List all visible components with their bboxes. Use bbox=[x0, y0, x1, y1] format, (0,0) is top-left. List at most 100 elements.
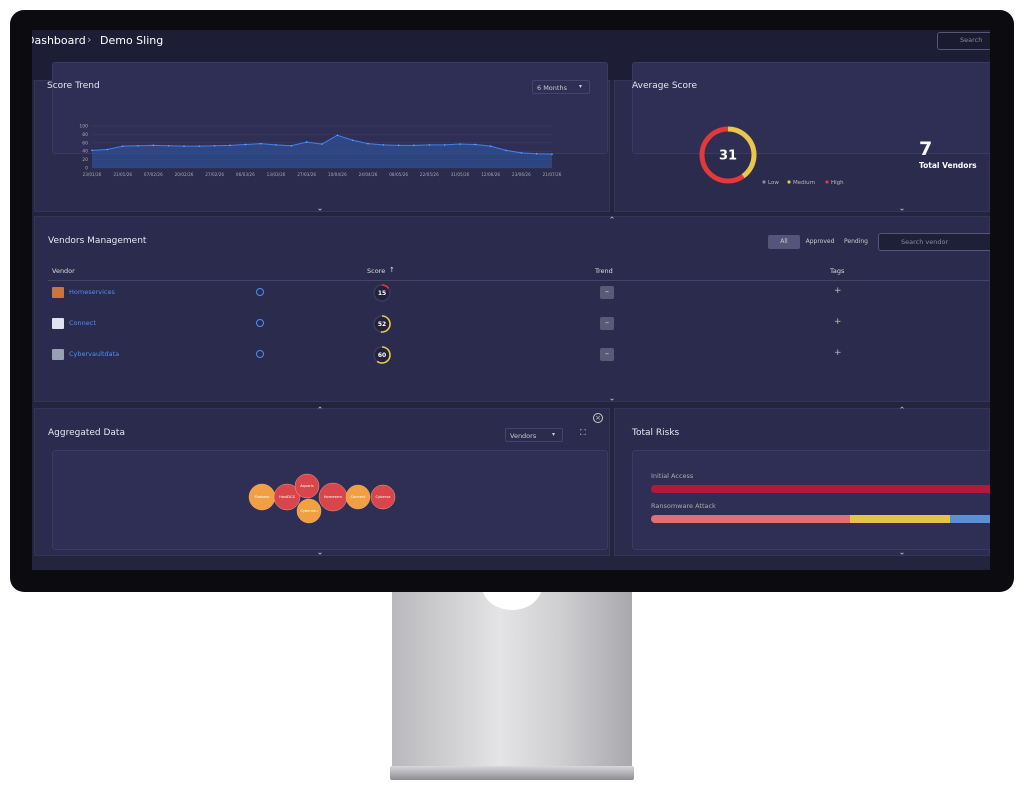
bubble-label: Cybervau bbox=[300, 509, 317, 513]
expand-icon[interactable]: ⛶ bbox=[580, 428, 586, 437]
panel bbox=[34, 216, 990, 402]
y-tick-label: 20 bbox=[82, 157, 88, 163]
search-placeholder: Search vendor bbox=[901, 238, 949, 246]
x-tick-label: 06/03/26 bbox=[236, 172, 255, 177]
trend-button[interactable]: – bbox=[600, 317, 614, 330]
trend-point bbox=[382, 144, 385, 146]
legend-swatch bbox=[762, 180, 766, 184]
header-divider bbox=[48, 280, 990, 281]
y-tick-label: 40 bbox=[82, 149, 88, 155]
donut-medium bbox=[699, 126, 757, 184]
column-header[interactable]: Score bbox=[367, 267, 386, 275]
search-box[interactable]: Search bbox=[937, 32, 990, 50]
trend-point bbox=[275, 144, 277, 146]
trend-point bbox=[428, 144, 431, 146]
info-icon[interactable] bbox=[256, 288, 264, 296]
breadcrumb-item[interactable]: Dashboard bbox=[32, 34, 86, 47]
legend-label: Medium bbox=[793, 180, 815, 186]
bubble-label: Shakeso bbox=[255, 495, 270, 499]
dropdown-caret: ▾ bbox=[579, 83, 583, 90]
legend-label: High bbox=[831, 180, 844, 186]
chevron: ⌃ bbox=[609, 216, 616, 225]
vendor-name[interactable]: Cybervaultdata bbox=[69, 350, 120, 358]
score-value: 60 bbox=[378, 352, 386, 359]
info-icon[interactable] bbox=[256, 350, 264, 358]
x-tick-label: 27/02/26 bbox=[205, 172, 224, 177]
trend-point bbox=[397, 144, 400, 147]
add-tag[interactable]: + bbox=[834, 317, 842, 327]
trend-point bbox=[520, 152, 523, 154]
chevron: ⌃ bbox=[317, 406, 324, 415]
risk-label: Initial Access bbox=[651, 472, 694, 480]
stand-base bbox=[390, 766, 634, 780]
period-value: 6 Months bbox=[537, 84, 567, 92]
trend-point bbox=[121, 145, 124, 147]
trend-point bbox=[305, 141, 308, 143]
x-tick-label: 27/03/26 bbox=[297, 172, 316, 177]
panel-title: Average Score bbox=[632, 81, 698, 91]
card bbox=[632, 450, 990, 550]
y-tick-label: 0 bbox=[85, 166, 88, 172]
filter-button[interactable]: Pending bbox=[844, 238, 868, 245]
bubble-label: Cyberva bbox=[376, 495, 391, 499]
close-icon[interactable]: × bbox=[593, 413, 603, 423]
bubble bbox=[273, 483, 301, 511]
panel-title: Vendors Management bbox=[48, 236, 147, 246]
chevron: ⌃ bbox=[899, 406, 906, 415]
trend-button[interactable]: – bbox=[600, 286, 614, 299]
risk-bar bbox=[850, 515, 950, 523]
vendor-logo bbox=[52, 349, 64, 360]
graphics: 0 20 40 60 80 100 23/01/26 31/01/26 07/02/26 20/0… bbox=[79, 124, 906, 557]
trend-point bbox=[535, 152, 538, 155]
x-tick-label: 31/05/26 bbox=[451, 172, 470, 177]
vendor-logo bbox=[52, 287, 64, 298]
info-icon[interactable] bbox=[256, 319, 264, 327]
period-dropdown[interactable]: 6 Months ▾ bbox=[532, 80, 590, 94]
x-tick-label: 08/05/26 bbox=[389, 172, 408, 177]
y-tick-label: 100 bbox=[79, 124, 88, 130]
column-header: Vendor bbox=[52, 267, 75, 275]
screen: Dashboard› Demo Sling Search Score Trend 6 M… bbox=[32, 30, 990, 570]
add-tag[interactable]: + bbox=[834, 286, 842, 296]
total-vendors-label: Total Vendors bbox=[919, 161, 977, 170]
bubble bbox=[370, 484, 396, 510]
trend-point bbox=[91, 149, 93, 152]
filter-button[interactable]: All bbox=[768, 235, 800, 249]
trend-point bbox=[183, 145, 185, 147]
x-tick-label: 24/04/26 bbox=[359, 172, 378, 177]
trend-point bbox=[259, 142, 262, 145]
bubble bbox=[345, 484, 371, 510]
add-tag[interactable]: + bbox=[834, 348, 842, 358]
vendor-name[interactable]: Connect bbox=[69, 319, 96, 327]
chevron: ⌄ bbox=[899, 204, 906, 213]
group-dropdown[interactable]: Vendors ▾ bbox=[505, 428, 563, 442]
trend-point bbox=[290, 144, 293, 147]
legend-swatch bbox=[825, 180, 829, 184]
vendor-search[interactable]: Search vendor bbox=[878, 233, 990, 251]
x-tick-label: 12/06/26 bbox=[481, 172, 500, 177]
trend-point bbox=[336, 134, 339, 137]
x-tick-label: 21/07/26 bbox=[543, 172, 562, 177]
column-header: Tags bbox=[830, 267, 845, 275]
x-tick-label: 13/03/26 bbox=[267, 172, 286, 177]
chevron: ⌄ bbox=[609, 394, 616, 403]
trend-button[interactable]: – bbox=[600, 348, 614, 361]
score-ring bbox=[373, 284, 391, 302]
trend-point bbox=[198, 145, 201, 147]
vendor-logo bbox=[52, 318, 64, 329]
vendor-name[interactable]: Homeservices bbox=[69, 288, 115, 296]
risk-bar bbox=[950, 515, 990, 523]
bubble-label: Connect bbox=[351, 495, 366, 499]
group-value: Vendors bbox=[510, 432, 537, 440]
filter-button[interactable]: Approved bbox=[805, 238, 835, 245]
trend-point bbox=[413, 144, 415, 147]
score-value: 15 bbox=[378, 290, 386, 297]
panel-title: Score Trend bbox=[47, 81, 100, 91]
search-placeholder: Search bbox=[960, 36, 983, 44]
trend-point bbox=[489, 145, 492, 147]
panel-title: Aggregated Data bbox=[48, 428, 125, 438]
y-tick-label: 60 bbox=[82, 140, 88, 146]
trend-point bbox=[443, 144, 446, 146]
x-tick-label: 10/04/26 bbox=[328, 172, 347, 177]
